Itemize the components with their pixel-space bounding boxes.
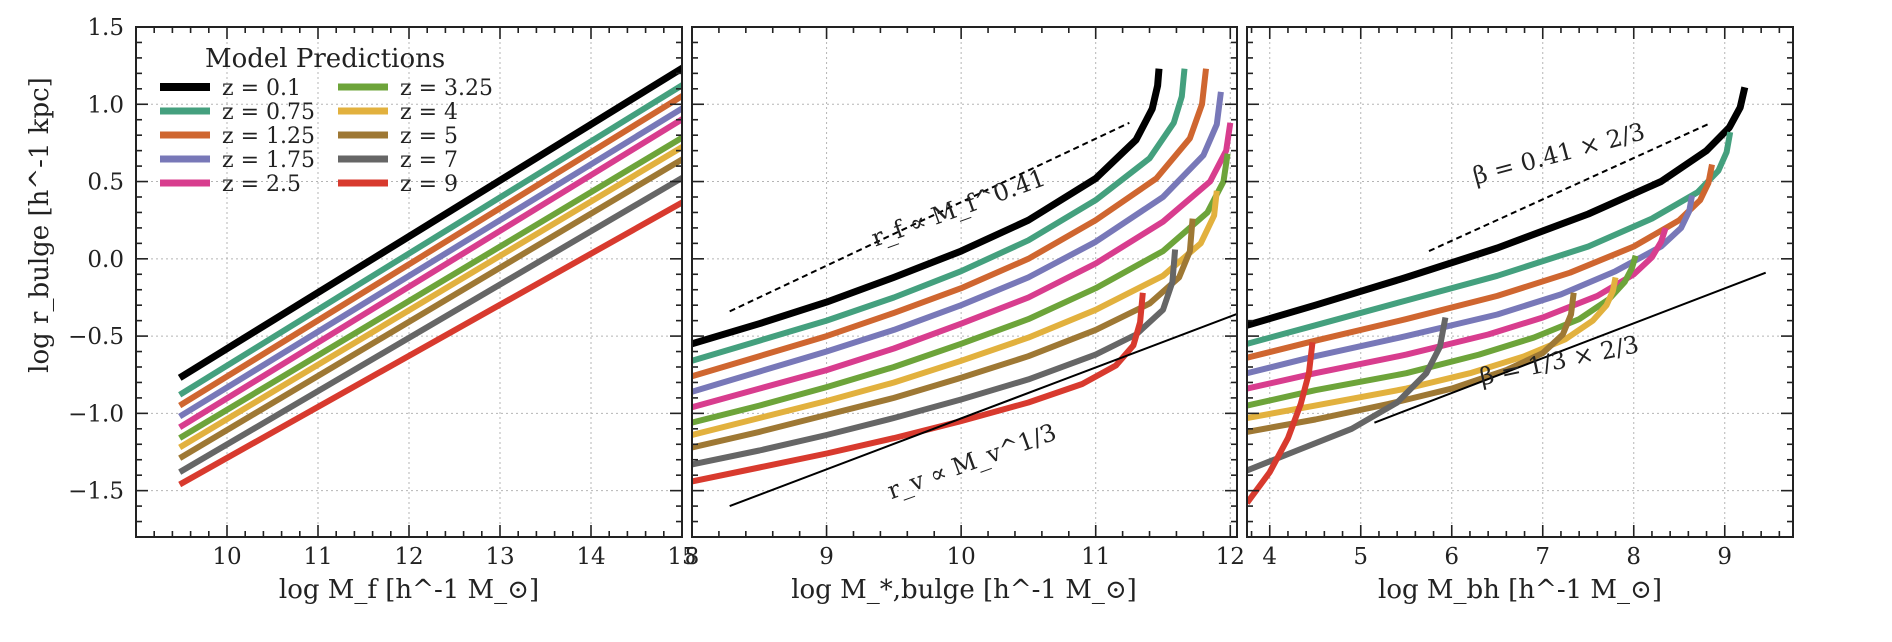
- series-mbh-3: [1247, 194, 1695, 377]
- x-tick-label-mstar-4: 12: [1216, 544, 1245, 570]
- reference-line-mbh-0: [1428, 121, 1712, 253]
- series-mf-7: [178, 155, 682, 461]
- legend-label-4: z = 2.5: [222, 172, 301, 197]
- series-mf-4: [178, 115, 682, 430]
- x-tick-label-mstar-0: 8: [685, 544, 700, 570]
- legend-label-7: z = 5: [400, 124, 458, 149]
- y-tick-label-6: 1.5: [87, 15, 124, 41]
- series-mbh-9: [1247, 341, 1316, 505]
- x-tick-label-mbh-0: 4: [1262, 544, 1277, 570]
- series-mf-1: [178, 81, 682, 398]
- panel-mstar-reference-lines: [729, 121, 1237, 508]
- series-mf-3: [178, 104, 682, 420]
- x-tick-label-mbh-3: 7: [1535, 544, 1550, 570]
- y-tick-label-4: 0.5: [87, 170, 124, 196]
- panel-mstar-series: [692, 68, 1234, 485]
- legend-label-8: z = 7: [400, 148, 458, 173]
- series-mbh-8: [1247, 316, 1449, 474]
- legend-label-3: z = 1.75: [222, 148, 315, 173]
- legend-label-2: z = 1.25: [222, 124, 315, 149]
- panel-mbh-series: [1247, 86, 1749, 505]
- series-mbh-7: [1247, 292, 1577, 435]
- y-axis-title: log r_bulge [h^-1 kpc]: [25, 77, 55, 373]
- reference-line-mbh-1: [1374, 271, 1767, 424]
- x-tick-label-mf-3: 13: [485, 544, 514, 570]
- legend: Model Predictions z = 0.1z = 0.75z = 1.2…: [160, 44, 493, 197]
- y-tick-label-5: 1.0: [87, 92, 124, 118]
- panel-mstar: 8 9 10 11 12 r_f ∝ M_f^0.41r_v ∝ M_v^1/3 log…: [685, 26, 1245, 605]
- x-tick-label-mf-2: 12: [394, 544, 423, 570]
- series-mstar-9: [692, 292, 1146, 485]
- panel-mbh-frame: [1246, 26, 1794, 538]
- reference-line-mstar-1: [729, 312, 1237, 508]
- legend-label-0: z = 0.1: [222, 76, 301, 101]
- y-tick-label-0: −1.5: [68, 479, 124, 505]
- x-tick-label-mbh-4: 8: [1626, 544, 1641, 570]
- panel-mbh-grid: [1247, 26, 1793, 537]
- series-mbh-0: [1247, 86, 1749, 329]
- panel-mstar-x-axis-title: log M_*,bulge [h^-1 M_⊙]: [791, 575, 1137, 605]
- y-tick-label-2: −0.5: [68, 324, 124, 350]
- legend-label-6: z = 4: [400, 100, 458, 125]
- legend-label-1: z = 0.75: [222, 100, 315, 125]
- series-mstar-2: [692, 68, 1209, 380]
- legend-label-5: z = 3.25: [400, 76, 493, 101]
- annotation-mbh-0: β = 0.41 × 2/3: [1470, 117, 1648, 190]
- series-mf-6: [178, 143, 682, 450]
- x-tick-label-mf-1: 11: [303, 544, 332, 570]
- series-mbh-1: [1247, 131, 1734, 347]
- series-mstar-7: [692, 218, 1196, 451]
- panel-mbh-x-axis-title: log M_bh [h^-1 M_⊙]: [1378, 575, 1662, 605]
- series-mf-0: [177, 64, 682, 381]
- series-mf-8: [178, 174, 682, 475]
- series-mstar-0: [692, 68, 1163, 348]
- legend-items: z = 0.1z = 0.75z = 1.25z = 1.75z = 2.5 z …: [160, 76, 493, 197]
- series-mf-2: [178, 92, 682, 409]
- legend-label-9: z = 9: [400, 172, 458, 197]
- x-tick-label-mstar-3: 11: [1081, 544, 1110, 570]
- x-tick-label-mbh-2: 6: [1444, 544, 1459, 570]
- annotation-mstar-0: r_f ∝ M_f^0.41: [868, 164, 1049, 253]
- series-mstar-3: [692, 91, 1224, 395]
- x-tick-label-mf-4: 14: [576, 544, 605, 570]
- x-tick-label-mstar-2: 10: [946, 544, 975, 570]
- y-tick-label-3: 0.0: [87, 247, 124, 273]
- series-mbh-2: [1247, 163, 1715, 361]
- x-tick-label-mstar-1: 9: [819, 544, 834, 570]
- series-mstar-8: [692, 249, 1179, 468]
- legend-title: Model Predictions: [205, 44, 445, 74]
- x-tick-label-mf-0: 10: [212, 544, 241, 570]
- y-tick-labels: −1.5 −1.0 −0.5 0.0 0.5 1.0 1.5: [68, 15, 124, 505]
- x-tick-label-mbh-1: 5: [1353, 544, 1368, 570]
- panel-mf-series: [177, 64, 682, 488]
- series-mf-9: [178, 199, 682, 488]
- panel-mf-frame: [135, 26, 683, 538]
- series-mstar-1: [692, 68, 1188, 364]
- series-mstar-4: [692, 122, 1234, 411]
- x-tick-label-mf-5: 15: [667, 544, 696, 570]
- panel-mbh-reference-lines: [1374, 121, 1767, 424]
- series-mstar-6: [692, 190, 1220, 438]
- series-mbh-5: [1247, 254, 1639, 409]
- panel-mstar-ticks: 8 9 10 11 12: [685, 26, 1245, 570]
- series-mf-5: [178, 134, 682, 441]
- x-tick-label-mbh-5: 9: [1717, 544, 1732, 570]
- reference-line-mstar-0: [729, 121, 1130, 313]
- panel-mf: 10 11 12 13 14 15 log M_f [h^-1 M_⊙]: [135, 26, 697, 605]
- y-tick-label-1: −1.0: [68, 401, 124, 427]
- panel-mf-x-axis-title: log M_f [h^-1 M_⊙]: [279, 575, 539, 605]
- panel-mstar-frame: [691, 26, 1238, 538]
